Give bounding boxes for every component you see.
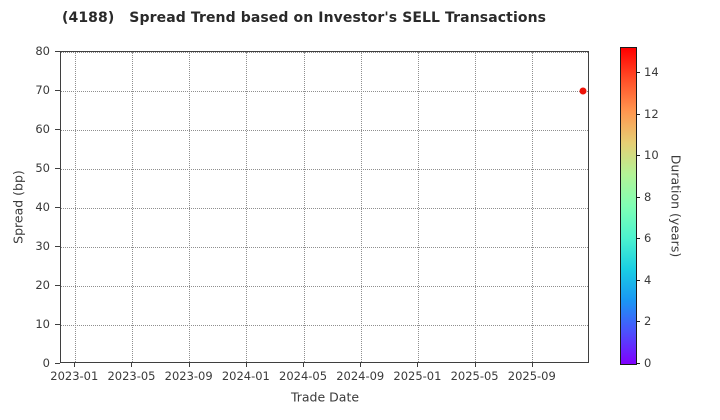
x-gridline — [532, 52, 534, 362]
y-tick-mark — [55, 324, 60, 325]
y-tick-mark — [55, 129, 60, 130]
y-tick-label: 10 — [35, 317, 50, 331]
colorbar-tick-label: 12 — [644, 106, 659, 121]
colorbar-tick-mark — [636, 71, 640, 73]
colorbar-label: Duration (years) — [668, 154, 684, 258]
y-gridline — [61, 169, 588, 170]
y-tick-label: 70 — [35, 83, 50, 97]
y-tick-mark — [55, 207, 60, 208]
x-gridline — [189, 52, 191, 362]
colorbar-tick-mark — [636, 363, 640, 364]
y-gridline — [61, 208, 588, 209]
colorbar-tick-label: 10 — [644, 148, 659, 163]
x-gridline — [74, 52, 76, 362]
colorbar-gradient — [621, 48, 636, 364]
x-tick-mark — [74, 363, 76, 367]
colorbar-tick-mark — [636, 113, 640, 115]
y-gridline — [61, 325, 588, 326]
plot-area — [60, 51, 589, 363]
y-gridline — [61, 52, 588, 53]
x-tick-mark — [531, 363, 533, 367]
colorbar-tick-label: 8 — [644, 189, 652, 204]
x-gridline — [131, 52, 133, 362]
y-tick-label: 50 — [35, 161, 50, 175]
colorbar-tick-mark — [636, 155, 640, 157]
y-tick-mark — [55, 168, 60, 169]
x-axis-label: Trade Date — [290, 389, 360, 405]
colorbar-tick-label: 0 — [644, 356, 652, 370]
chart-title: (4188) Spread Trend based on Investor's … — [62, 10, 547, 26]
colorbar-tick-mark — [636, 196, 640, 198]
x-tick-mark — [188, 363, 190, 367]
colorbar-tick-mark — [636, 321, 640, 323]
y-tick-label: 80 — [35, 44, 50, 58]
x-tick-mark — [245, 363, 247, 367]
x-tick-label: 2024-09 — [336, 369, 385, 383]
y-tick-mark — [55, 246, 60, 247]
x-tick-mark — [417, 363, 419, 367]
x-tick-label: 2023-09 — [164, 369, 213, 383]
y-tick-label: 30 — [35, 239, 50, 253]
colorbar — [620, 47, 637, 365]
y-gridline — [61, 91, 588, 92]
x-gridline — [303, 52, 305, 362]
x-tick-label: 2025-05 — [450, 369, 499, 383]
colorbar-tick-label: 2 — [644, 314, 652, 329]
x-tick-mark — [303, 363, 305, 367]
y-tick-mark — [55, 51, 60, 52]
y-tick-label: 40 — [35, 200, 50, 214]
x-tick-label: 2025-01 — [393, 369, 442, 383]
y-tick-mark — [55, 90, 60, 91]
y-tick-label: 60 — [35, 122, 50, 136]
colorbar-tick-mark — [636, 279, 640, 281]
colorbar-tick-label: 14 — [644, 64, 659, 79]
x-tick-label: 2023-05 — [107, 369, 156, 383]
scatter-point — [579, 87, 587, 95]
y-gridline — [61, 130, 588, 131]
y-gridline — [61, 286, 588, 287]
x-tick-label: 2025-09 — [507, 369, 556, 383]
x-gridline — [360, 52, 362, 362]
x-tick-mark — [474, 363, 476, 367]
x-tick-mark — [360, 363, 362, 367]
colorbar-tick-label: 4 — [644, 272, 652, 287]
y-gridline — [61, 247, 588, 248]
x-tick-label: 2023-01 — [50, 369, 99, 383]
y-tick-label: 20 — [35, 278, 50, 292]
y-tick-mark — [55, 363, 60, 364]
y-tick-mark — [55, 285, 60, 286]
y-tick-label: 0 — [42, 356, 50, 370]
colorbar-tick-label: 6 — [644, 231, 652, 246]
x-gridline — [246, 52, 248, 362]
colorbar-tick-mark — [636, 238, 640, 240]
x-tick-label: 2024-01 — [221, 369, 270, 383]
x-gridline — [417, 52, 419, 362]
x-tick-label: 2024-05 — [279, 369, 328, 383]
x-gridline — [475, 52, 477, 362]
x-tick-mark — [131, 363, 133, 367]
